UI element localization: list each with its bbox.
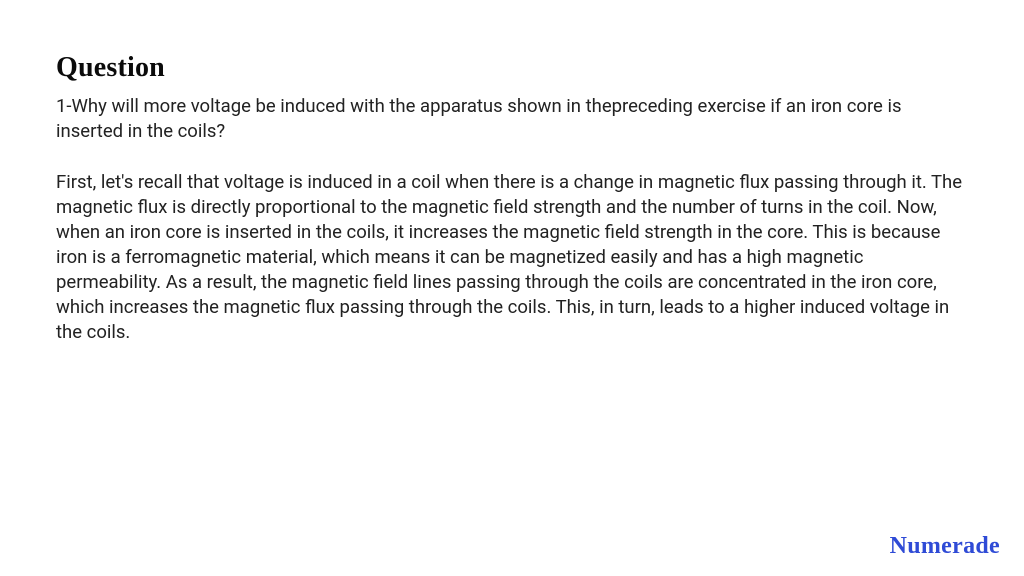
brand-logo: Numerade	[890, 533, 1000, 560]
question-heading: Question	[56, 52, 968, 84]
answer-text: First, let's recall that voltage is indu…	[56, 170, 968, 345]
question-text: 1-Why will more voltage be induced with …	[56, 94, 968, 144]
page-container: Question 1-Why will more voltage be indu…	[0, 0, 1024, 576]
